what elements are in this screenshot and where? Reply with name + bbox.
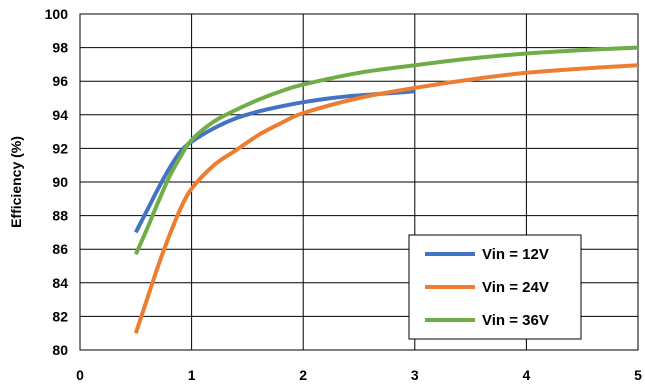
y-axis-label: Efficiency (%) [8, 136, 24, 228]
x-tick-label: 5 [634, 367, 642, 383]
legend-label: Vin = 12V [482, 246, 549, 263]
y-axis-ticks: 80 82 84 86 88 90 92 94 96 98 100 [45, 6, 69, 358]
y-tick-label: 86 [52, 241, 68, 257]
x-tick-label: 3 [411, 367, 419, 383]
y-tick-label: 80 [52, 342, 68, 358]
y-tick-label: 94 [52, 107, 68, 123]
y-tick-label: 88 [52, 208, 68, 224]
y-tick-label: 82 [52, 308, 68, 324]
x-axis-ticks: 0 1 2 3 4 5 [76, 367, 642, 383]
y-tick-label: 84 [52, 275, 68, 291]
series-line-2 [133, 63, 639, 334]
legend: Vin = 12V Vin = 24V Vin = 36V [408, 234, 582, 340]
x-tick-label: 0 [76, 367, 84, 383]
y-tick-label: 98 [52, 40, 68, 56]
series-line-1 [134, 89, 415, 234]
plot-area [79, 13, 639, 351]
series-line-3 [133, 45, 639, 256]
y-tick-label: 100 [45, 6, 69, 22]
legend-label: Vin = 24V [482, 279, 549, 296]
series-lines [133, 45, 639, 334]
x-tick-label: 1 [188, 367, 196, 383]
y-tick-label: 92 [52, 140, 68, 156]
y-tick-label: 90 [52, 174, 68, 190]
legend-label: Vin = 36V [482, 312, 549, 329]
x-tick-label: 2 [299, 367, 307, 383]
y-tick-label: 96 [52, 73, 68, 89]
x-tick-label: 4 [523, 367, 531, 383]
